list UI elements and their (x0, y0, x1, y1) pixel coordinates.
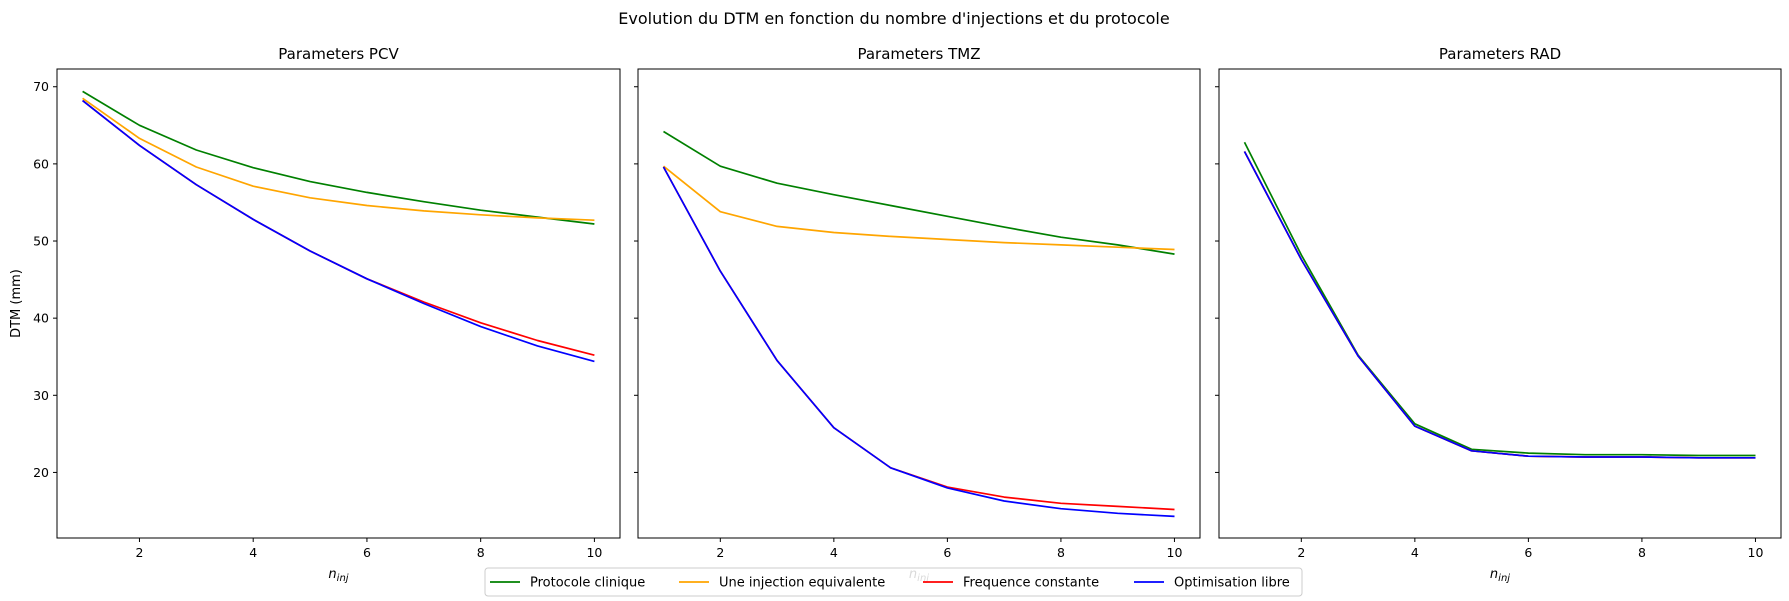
legend-label-1: Protocole clinique (530, 576, 645, 591)
x-tick-label: 8 (477, 545, 485, 560)
y-tick-label: 20 (33, 465, 49, 480)
panel-title: Parameters RAD (1439, 45, 1561, 63)
y-tick-label: 40 (33, 311, 49, 326)
x-tick-label: 6 (363, 545, 371, 560)
panel-title: Parameters PCV (278, 45, 399, 63)
legend-label-3: Frequence constante (963, 576, 1099, 591)
x-tick-label: 6 (1524, 545, 1532, 560)
series-line-1 (82, 90, 595, 225)
x-axis-label-base: n (1490, 567, 1498, 582)
x-tick-label: 4 (249, 545, 257, 560)
legend-label-4: Optimisation libre (1174, 576, 1290, 591)
series-line-2 (1243, 151, 1756, 459)
plot-frame (56, 68, 621, 539)
legend: Protocole clinique Une injection equivale… (484, 567, 1303, 597)
y-tick-label: 60 (33, 156, 49, 171)
x-axis-label: ninj (1490, 567, 1510, 584)
x-tick-label: 10 (1167, 545, 1183, 560)
y-axis-label: DTM (mm) (9, 269, 24, 338)
x-tick-label: 10 (1748, 545, 1764, 560)
plot-frame (637, 68, 1201, 539)
series-line-1 (1243, 141, 1756, 457)
x-tick-label: 8 (1057, 545, 1065, 560)
series-line-2 (82, 97, 595, 222)
x-axis-label-subscript: inj (337, 573, 349, 584)
series-line-3 (662, 166, 1175, 511)
series-line-4 (82, 99, 595, 363)
legend-box (484, 567, 1303, 597)
x-tick-label: 6 (943, 545, 951, 560)
series-line-2 (662, 165, 1175, 251)
x-tick-label: 2 (1297, 545, 1305, 560)
series-line-3 (1243, 151, 1756, 459)
figure-title: Evolution du DTM en fonction du nombre d… (618, 9, 1169, 28)
chart-panel-2: Parameters TMZ246810ninj (634, 45, 1201, 584)
y-tick-label: 50 (33, 234, 49, 249)
x-tick-label: 2 (716, 545, 724, 560)
series-line-4 (662, 166, 1175, 518)
x-tick-label: 10 (586, 545, 602, 560)
x-tick-label: 8 (1638, 545, 1646, 560)
chart-panel-3: Parameters RAD 2 4 6 8 10 ninj (1215, 45, 1782, 584)
chart-panel-1: Parameters PCV 2 4 6 8 10 20 30 40 50 60 70 ninj DTM … (9, 45, 621, 584)
legend-label-2: Une injection equivalente (719, 576, 885, 591)
series-line-4 (1243, 151, 1756, 459)
x-axis-label-subscript: inj (1498, 573, 1510, 584)
series-line-1 (663, 130, 1175, 255)
x-axis-label-base: n (328, 567, 336, 582)
x-tick-label: 4 (1411, 545, 1419, 560)
y-tick-label: 30 (33, 388, 49, 403)
plot-frame (1218, 68, 1782, 539)
x-tick-label: 4 (830, 545, 838, 560)
y-tick-label: 70 (33, 79, 49, 94)
x-axis-label: ninj (328, 567, 348, 584)
panel-title: Parameters TMZ (857, 45, 980, 63)
x-tick-label: 2 (135, 545, 143, 560)
series-line-3 (82, 99, 595, 357)
